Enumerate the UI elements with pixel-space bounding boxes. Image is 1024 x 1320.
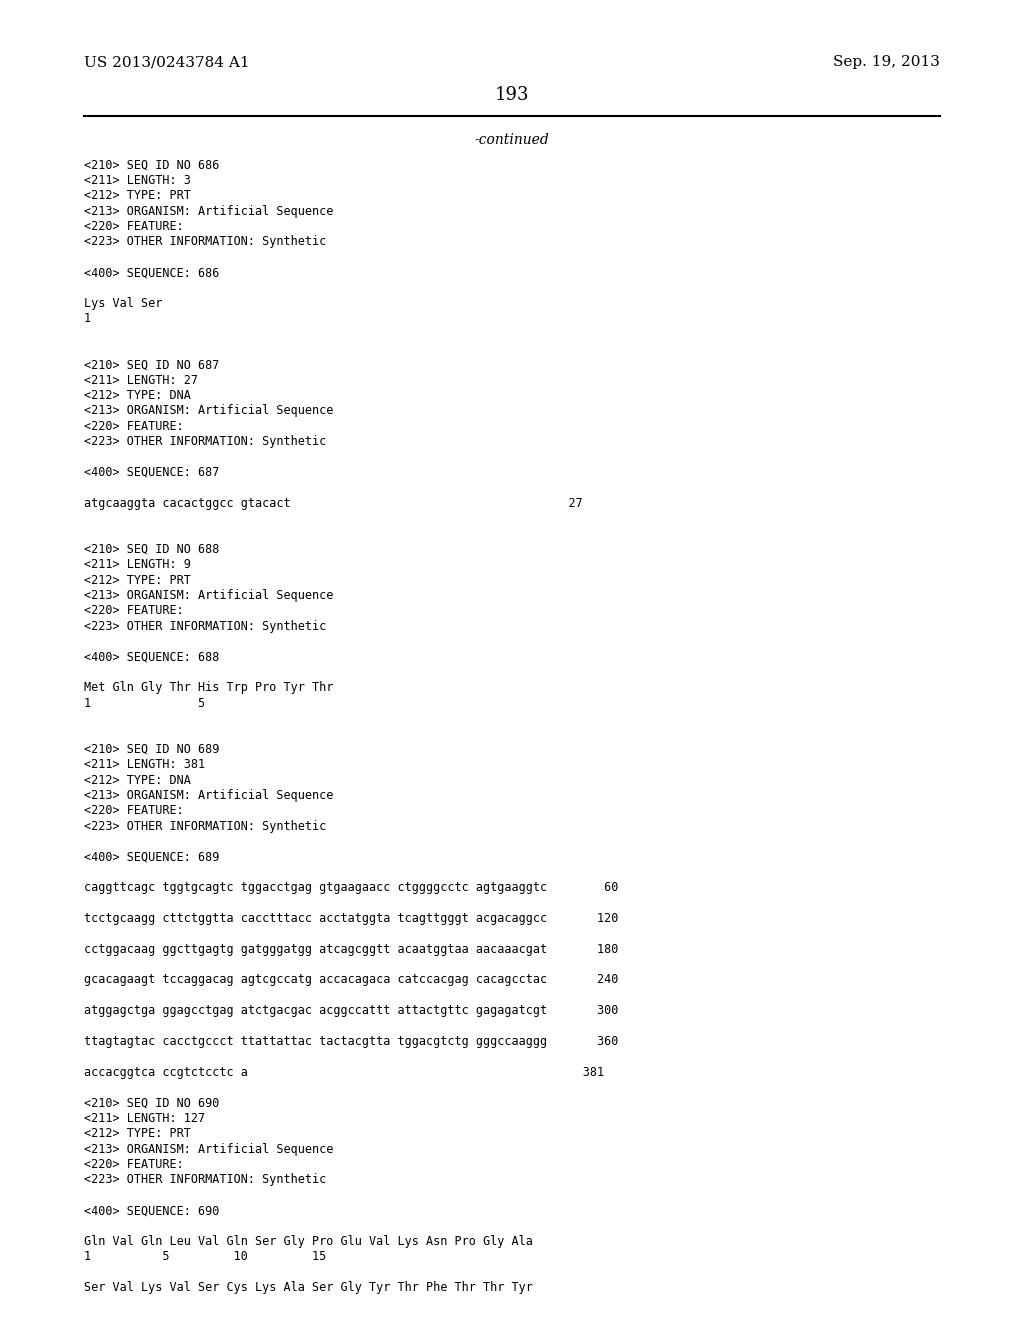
Text: <223> OTHER INFORMATION: Synthetic: <223> OTHER INFORMATION: Synthetic xyxy=(84,620,327,632)
Text: <211> LENGTH: 27: <211> LENGTH: 27 xyxy=(84,374,198,387)
Text: <213> ORGANISM: Artificial Sequence: <213> ORGANISM: Artificial Sequence xyxy=(84,589,334,602)
Text: <400> SEQUENCE: 690: <400> SEQUENCE: 690 xyxy=(84,1204,219,1217)
Text: 1          5         10         15: 1 5 10 15 xyxy=(84,1250,327,1263)
Text: <212> TYPE: PRT: <212> TYPE: PRT xyxy=(84,574,190,586)
Text: <211> LENGTH: 381: <211> LENGTH: 381 xyxy=(84,758,205,771)
Text: <220> FEATURE:: <220> FEATURE: xyxy=(84,220,183,232)
Text: <210> SEQ ID NO 686: <210> SEQ ID NO 686 xyxy=(84,158,219,172)
Text: tcctgcaagg cttctggtta cacctttacc acctatggta tcagttgggt acgacaggcc       120: tcctgcaagg cttctggtta cacctttacc acctatg… xyxy=(84,912,618,925)
Text: Met Gln Gly Thr His Trp Pro Tyr Thr: Met Gln Gly Thr His Trp Pro Tyr Thr xyxy=(84,681,334,694)
Text: <223> OTHER INFORMATION: Synthetic: <223> OTHER INFORMATION: Synthetic xyxy=(84,436,327,449)
Text: <223> OTHER INFORMATION: Synthetic: <223> OTHER INFORMATION: Synthetic xyxy=(84,1173,327,1187)
Text: <223> OTHER INFORMATION: Synthetic: <223> OTHER INFORMATION: Synthetic xyxy=(84,235,327,248)
Text: ttagtagtac cacctgccct ttattattac tactacgtta tggacgtctg gggccaaggg       360: ttagtagtac cacctgccct ttattattac tactacg… xyxy=(84,1035,618,1048)
Text: <212> TYPE: PRT: <212> TYPE: PRT xyxy=(84,1127,190,1140)
Text: <220> FEATURE:: <220> FEATURE: xyxy=(84,420,183,433)
Text: Sep. 19, 2013: Sep. 19, 2013 xyxy=(834,55,940,70)
Text: <210> SEQ ID NO 689: <210> SEQ ID NO 689 xyxy=(84,743,219,756)
Text: <400> SEQUENCE: 688: <400> SEQUENCE: 688 xyxy=(84,651,219,664)
Text: <213> ORGANISM: Artificial Sequence: <213> ORGANISM: Artificial Sequence xyxy=(84,789,334,801)
Text: <220> FEATURE:: <220> FEATURE: xyxy=(84,1158,183,1171)
Text: Gln Val Gln Leu Val Gln Ser Gly Pro Glu Val Lys Asn Pro Gly Ala: Gln Val Gln Leu Val Gln Ser Gly Pro Glu … xyxy=(84,1236,532,1247)
Text: <400> SEQUENCE: 689: <400> SEQUENCE: 689 xyxy=(84,850,219,863)
Text: <211> LENGTH: 3: <211> LENGTH: 3 xyxy=(84,174,190,186)
Text: accacggtca ccgtctcctc a                                               381: accacggtca ccgtctcctc a 381 xyxy=(84,1065,604,1078)
Text: atgcaaggta cacactggcc gtacact                                       27: atgcaaggta cacactggcc gtacact 27 xyxy=(84,496,583,510)
Text: caggttcagc tggtgcagtc tggacctgag gtgaagaacc ctggggcctc agtgaaggtc        60: caggttcagc tggtgcagtc tggacctgag gtgaaga… xyxy=(84,882,618,894)
Text: <210> SEQ ID NO 688: <210> SEQ ID NO 688 xyxy=(84,543,219,556)
Text: <211> LENGTH: 127: <211> LENGTH: 127 xyxy=(84,1111,205,1125)
Text: <220> FEATURE:: <220> FEATURE: xyxy=(84,804,183,817)
Text: <212> TYPE: DNA: <212> TYPE: DNA xyxy=(84,774,190,787)
Text: <400> SEQUENCE: 687: <400> SEQUENCE: 687 xyxy=(84,466,219,479)
Text: <212> TYPE: DNA: <212> TYPE: DNA xyxy=(84,389,190,403)
Text: <220> FEATURE:: <220> FEATURE: xyxy=(84,605,183,618)
Text: Lys Val Ser: Lys Val Ser xyxy=(84,297,163,310)
Text: <223> OTHER INFORMATION: Synthetic: <223> OTHER INFORMATION: Synthetic xyxy=(84,820,327,833)
Text: atggagctga ggagcctgag atctgacgac acggccattt attactgttc gagagatcgt       300: atggagctga ggagcctgag atctgacgac acggcca… xyxy=(84,1005,618,1018)
Text: <211> LENGTH: 9: <211> LENGTH: 9 xyxy=(84,558,190,572)
Text: US 2013/0243784 A1: US 2013/0243784 A1 xyxy=(84,55,250,70)
Text: -continued: -continued xyxy=(475,133,549,148)
Text: <212> TYPE: PRT: <212> TYPE: PRT xyxy=(84,189,190,202)
Text: <400> SEQUENCE: 686: <400> SEQUENCE: 686 xyxy=(84,267,219,279)
Text: 1               5: 1 5 xyxy=(84,697,205,710)
Text: Ser Val Lys Val Ser Cys Lys Ala Ser Gly Tyr Thr Phe Thr Thr Tyr: Ser Val Lys Val Ser Cys Lys Ala Ser Gly … xyxy=(84,1280,532,1294)
Text: 1: 1 xyxy=(84,313,91,325)
Text: <213> ORGANISM: Artificial Sequence: <213> ORGANISM: Artificial Sequence xyxy=(84,205,334,218)
Text: <210> SEQ ID NO 687: <210> SEQ ID NO 687 xyxy=(84,358,219,371)
Text: cctggacaag ggcttgagtg gatgggatgg atcagcggtt acaatggtaa aacaaacgat       180: cctggacaag ggcttgagtg gatgggatgg atcagcg… xyxy=(84,942,618,956)
Text: <213> ORGANISM: Artificial Sequence: <213> ORGANISM: Artificial Sequence xyxy=(84,1143,334,1155)
Text: <210> SEQ ID NO 690: <210> SEQ ID NO 690 xyxy=(84,1097,219,1109)
Text: <213> ORGANISM: Artificial Sequence: <213> ORGANISM: Artificial Sequence xyxy=(84,404,334,417)
Text: gcacagaagt tccaggacag agtcgccatg accacagaca catccacgag cacagcctac       240: gcacagaagt tccaggacag agtcgccatg accacag… xyxy=(84,973,618,986)
Text: 193: 193 xyxy=(495,86,529,104)
